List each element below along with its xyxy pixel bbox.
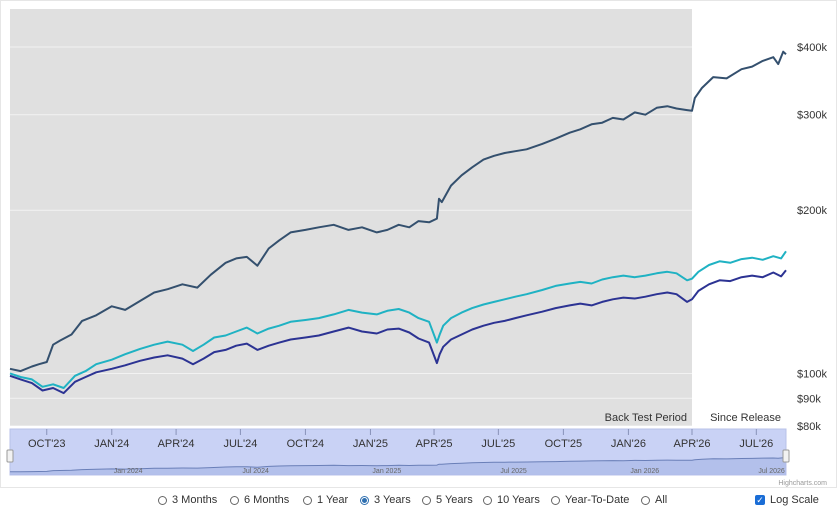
x-tick-label-9: JAN'26 bbox=[611, 438, 646, 450]
plot-band-0 bbox=[10, 9, 693, 426]
range-option-1-year[interactable]: 1 Year bbox=[303, 494, 348, 506]
line-chart: Back Test Period Since Release $80k $90k $1… bbox=[6, 9, 827, 487]
radio-icon[interactable] bbox=[422, 495, 431, 505]
y-tick-label-2: $100k bbox=[797, 368, 827, 380]
navigator-label-1: Jul 2024 bbox=[242, 468, 269, 475]
range-option-3-years[interactable]: 3 Years bbox=[360, 494, 411, 506]
range-option-6-months[interactable]: 6 Months bbox=[230, 494, 289, 506]
x-tick-label-11: JUL'26 bbox=[739, 438, 773, 450]
checkbox-icon[interactable]: ✓ bbox=[755, 495, 765, 505]
y-tick-label-1: $90k bbox=[797, 393, 821, 405]
plot-band-1 bbox=[692, 9, 786, 426]
y-tick-label-4: $300k bbox=[797, 110, 827, 122]
series-line-0 bbox=[9, 50, 787, 373]
range-selector: 3 Months 6 Months 1 Year 3 Years 5 Years… bbox=[0, 492, 837, 514]
navigator-label-2: Jan 2025 bbox=[372, 468, 401, 475]
navigator-label-4: Jan 2026 bbox=[630, 468, 659, 475]
radio-icon[interactable] bbox=[303, 495, 312, 505]
radio-icon[interactable] bbox=[230, 495, 239, 505]
range-option-10-years[interactable]: 10 Years bbox=[483, 494, 540, 506]
x-tick-label-1: JAN'24 bbox=[94, 438, 129, 450]
range-option-year-to-date[interactable]: Year-To-Date bbox=[551, 494, 629, 506]
x-tick-label-10: APR'26 bbox=[674, 438, 711, 450]
plot-band-label-1: Since Release bbox=[710, 412, 781, 424]
range-option-5-years[interactable]: 5 Years bbox=[422, 494, 473, 506]
navigator-label-3: Jul 2025 bbox=[500, 468, 527, 475]
navigator-handle-left[interactable] bbox=[6, 449, 14, 463]
y-tick-label-3: $200k bbox=[797, 205, 827, 217]
chart-container: Back Test Period Since Release $80k $90k $1… bbox=[0, 0, 837, 488]
y-tick-label-0: $80k bbox=[797, 421, 821, 433]
radio-icon[interactable] bbox=[158, 495, 167, 505]
navigator-label-5: Jul 2026 bbox=[758, 468, 785, 475]
x-tick-label-5: JAN'25 bbox=[353, 438, 388, 450]
radio-icon[interactable] bbox=[641, 495, 650, 505]
navigator-line bbox=[9, 457, 787, 473]
x-tick-label-0: OCT'23 bbox=[28, 438, 66, 450]
navigator-label-0: Jan 2024 bbox=[114, 468, 143, 475]
radio-icon[interactable] bbox=[483, 495, 492, 505]
chart-credit[interactable]: Highcharts.com bbox=[778, 480, 827, 487]
navigator-area bbox=[10, 457, 786, 475]
y-tick-label-5: $400k bbox=[797, 42, 827, 54]
x-tick-label-8: OCT'25 bbox=[545, 438, 583, 450]
x-tick-label-6: APR'25 bbox=[416, 438, 453, 450]
range-option-3-months[interactable]: 3 Months bbox=[158, 494, 217, 506]
series-line-2 bbox=[9, 269, 787, 395]
radio-icon[interactable] bbox=[551, 495, 560, 505]
radio-icon[interactable] bbox=[360, 495, 369, 505]
log-scale-toggle[interactable]: ✓ Log Scale bbox=[755, 494, 819, 506]
range-option-all[interactable]: All bbox=[641, 494, 667, 506]
x-tick-label-3: JUL'24 bbox=[223, 438, 257, 450]
x-tick-label-2: APR'24 bbox=[158, 438, 195, 450]
series-line-1 bbox=[9, 250, 787, 389]
navigator-handle-right[interactable] bbox=[782, 449, 790, 463]
plot-band-label-0: Back Test Period bbox=[605, 412, 687, 424]
x-tick-label-4: OCT'24 bbox=[287, 438, 325, 450]
x-tick-label-7: JUL'25 bbox=[481, 438, 515, 450]
